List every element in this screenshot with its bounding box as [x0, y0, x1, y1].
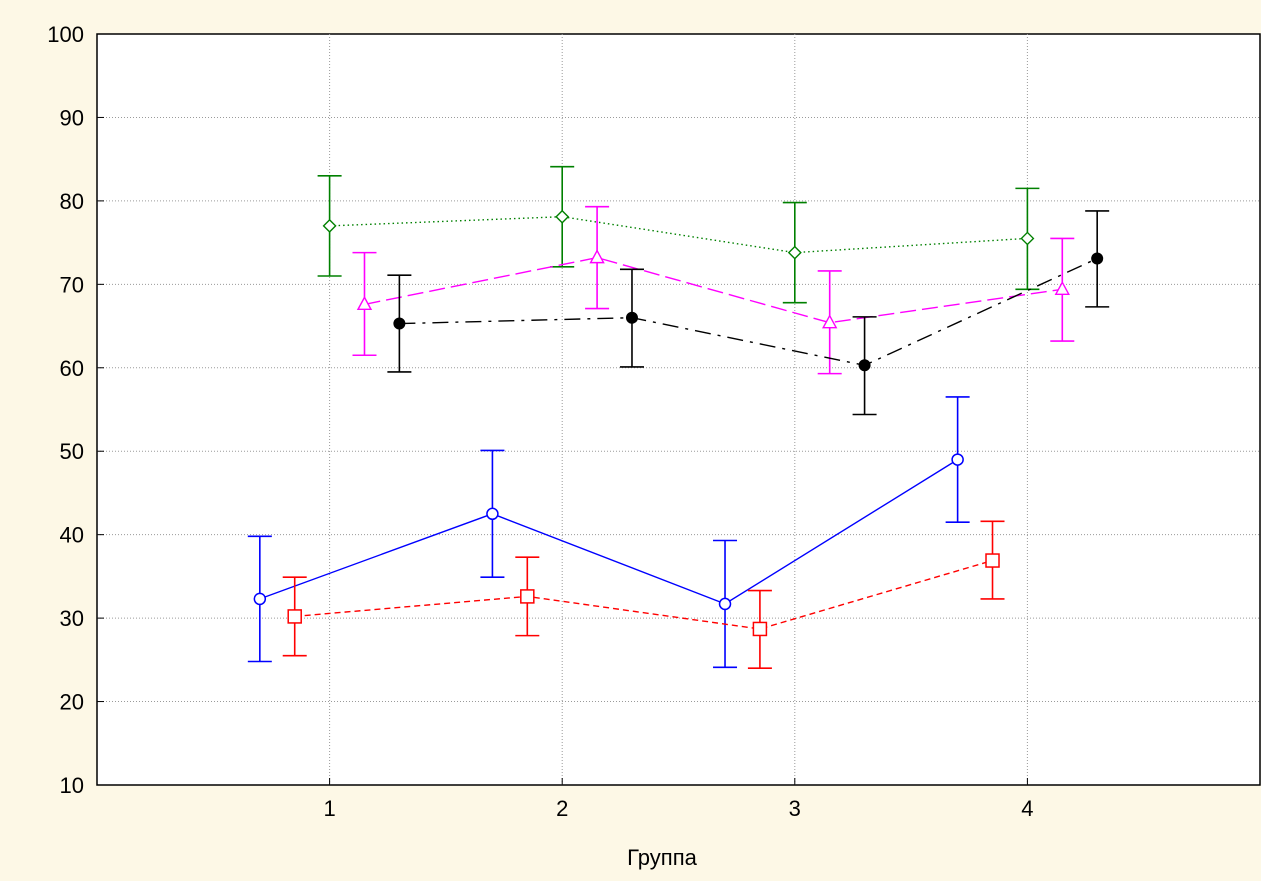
- series-2: [282, 520, 1005, 669]
- x-tick-label: 2: [556, 796, 568, 821]
- data-point: [1054, 280, 1070, 296]
- data-point: [787, 245, 802, 260]
- data-point: [520, 589, 535, 604]
- y-tick-label: 90: [60, 105, 84, 130]
- data-point: [718, 597, 732, 611]
- y-tick-label: 50: [60, 439, 84, 464]
- data-point: [858, 359, 871, 372]
- x-tick-label: 3: [789, 796, 801, 821]
- data-point: [822, 314, 838, 329]
- data-point: [589, 249, 605, 264]
- data-point: [985, 553, 1000, 568]
- grid-lines: [97, 33, 1260, 786]
- y-tick-label: 100: [47, 22, 84, 47]
- series-3: [317, 165, 1040, 304]
- data-point: [555, 209, 570, 224]
- data-point: [625, 311, 638, 324]
- y-axis-ticks: 10 20 30 40 50 60 70 80 90 100: [47, 22, 84, 798]
- series-line: [294, 559, 993, 630]
- y-tick-label: 60: [60, 356, 84, 381]
- data-point: [1091, 252, 1104, 265]
- data-point: [1020, 231, 1035, 246]
- data-point: [322, 218, 337, 233]
- data-point: [356, 295, 373, 311]
- data-point: [752, 621, 768, 637]
- series-4: [352, 205, 1075, 375]
- series-line: [259, 459, 958, 605]
- y-tick-label: 30: [60, 606, 84, 631]
- series-line: [399, 257, 1098, 367]
- y-tick-label: 80: [60, 189, 84, 214]
- data-point: [393, 317, 406, 330]
- y-tick-label: 70: [60, 272, 84, 297]
- x-tick-label: 1: [323, 796, 335, 821]
- plot-area: [96, 33, 1261, 786]
- y-tick-label: 20: [60, 690, 84, 715]
- data-point: [253, 592, 267, 606]
- x-tick-label: 4: [1021, 796, 1033, 821]
- y-tick-label: 10: [60, 773, 84, 798]
- series-line: [364, 256, 1063, 324]
- data-point: [486, 507, 499, 521]
- data-point: [287, 609, 302, 624]
- x-axis-title: Группа: [627, 845, 697, 870]
- x-axis-ticks: 1 2 3 4: [323, 796, 1033, 821]
- series-5: [387, 210, 1110, 416]
- y-tick-label: 40: [60, 523, 84, 548]
- series-layer: [247, 165, 1110, 669]
- data-point: [951, 453, 964, 466]
- series-1: [247, 396, 970, 669]
